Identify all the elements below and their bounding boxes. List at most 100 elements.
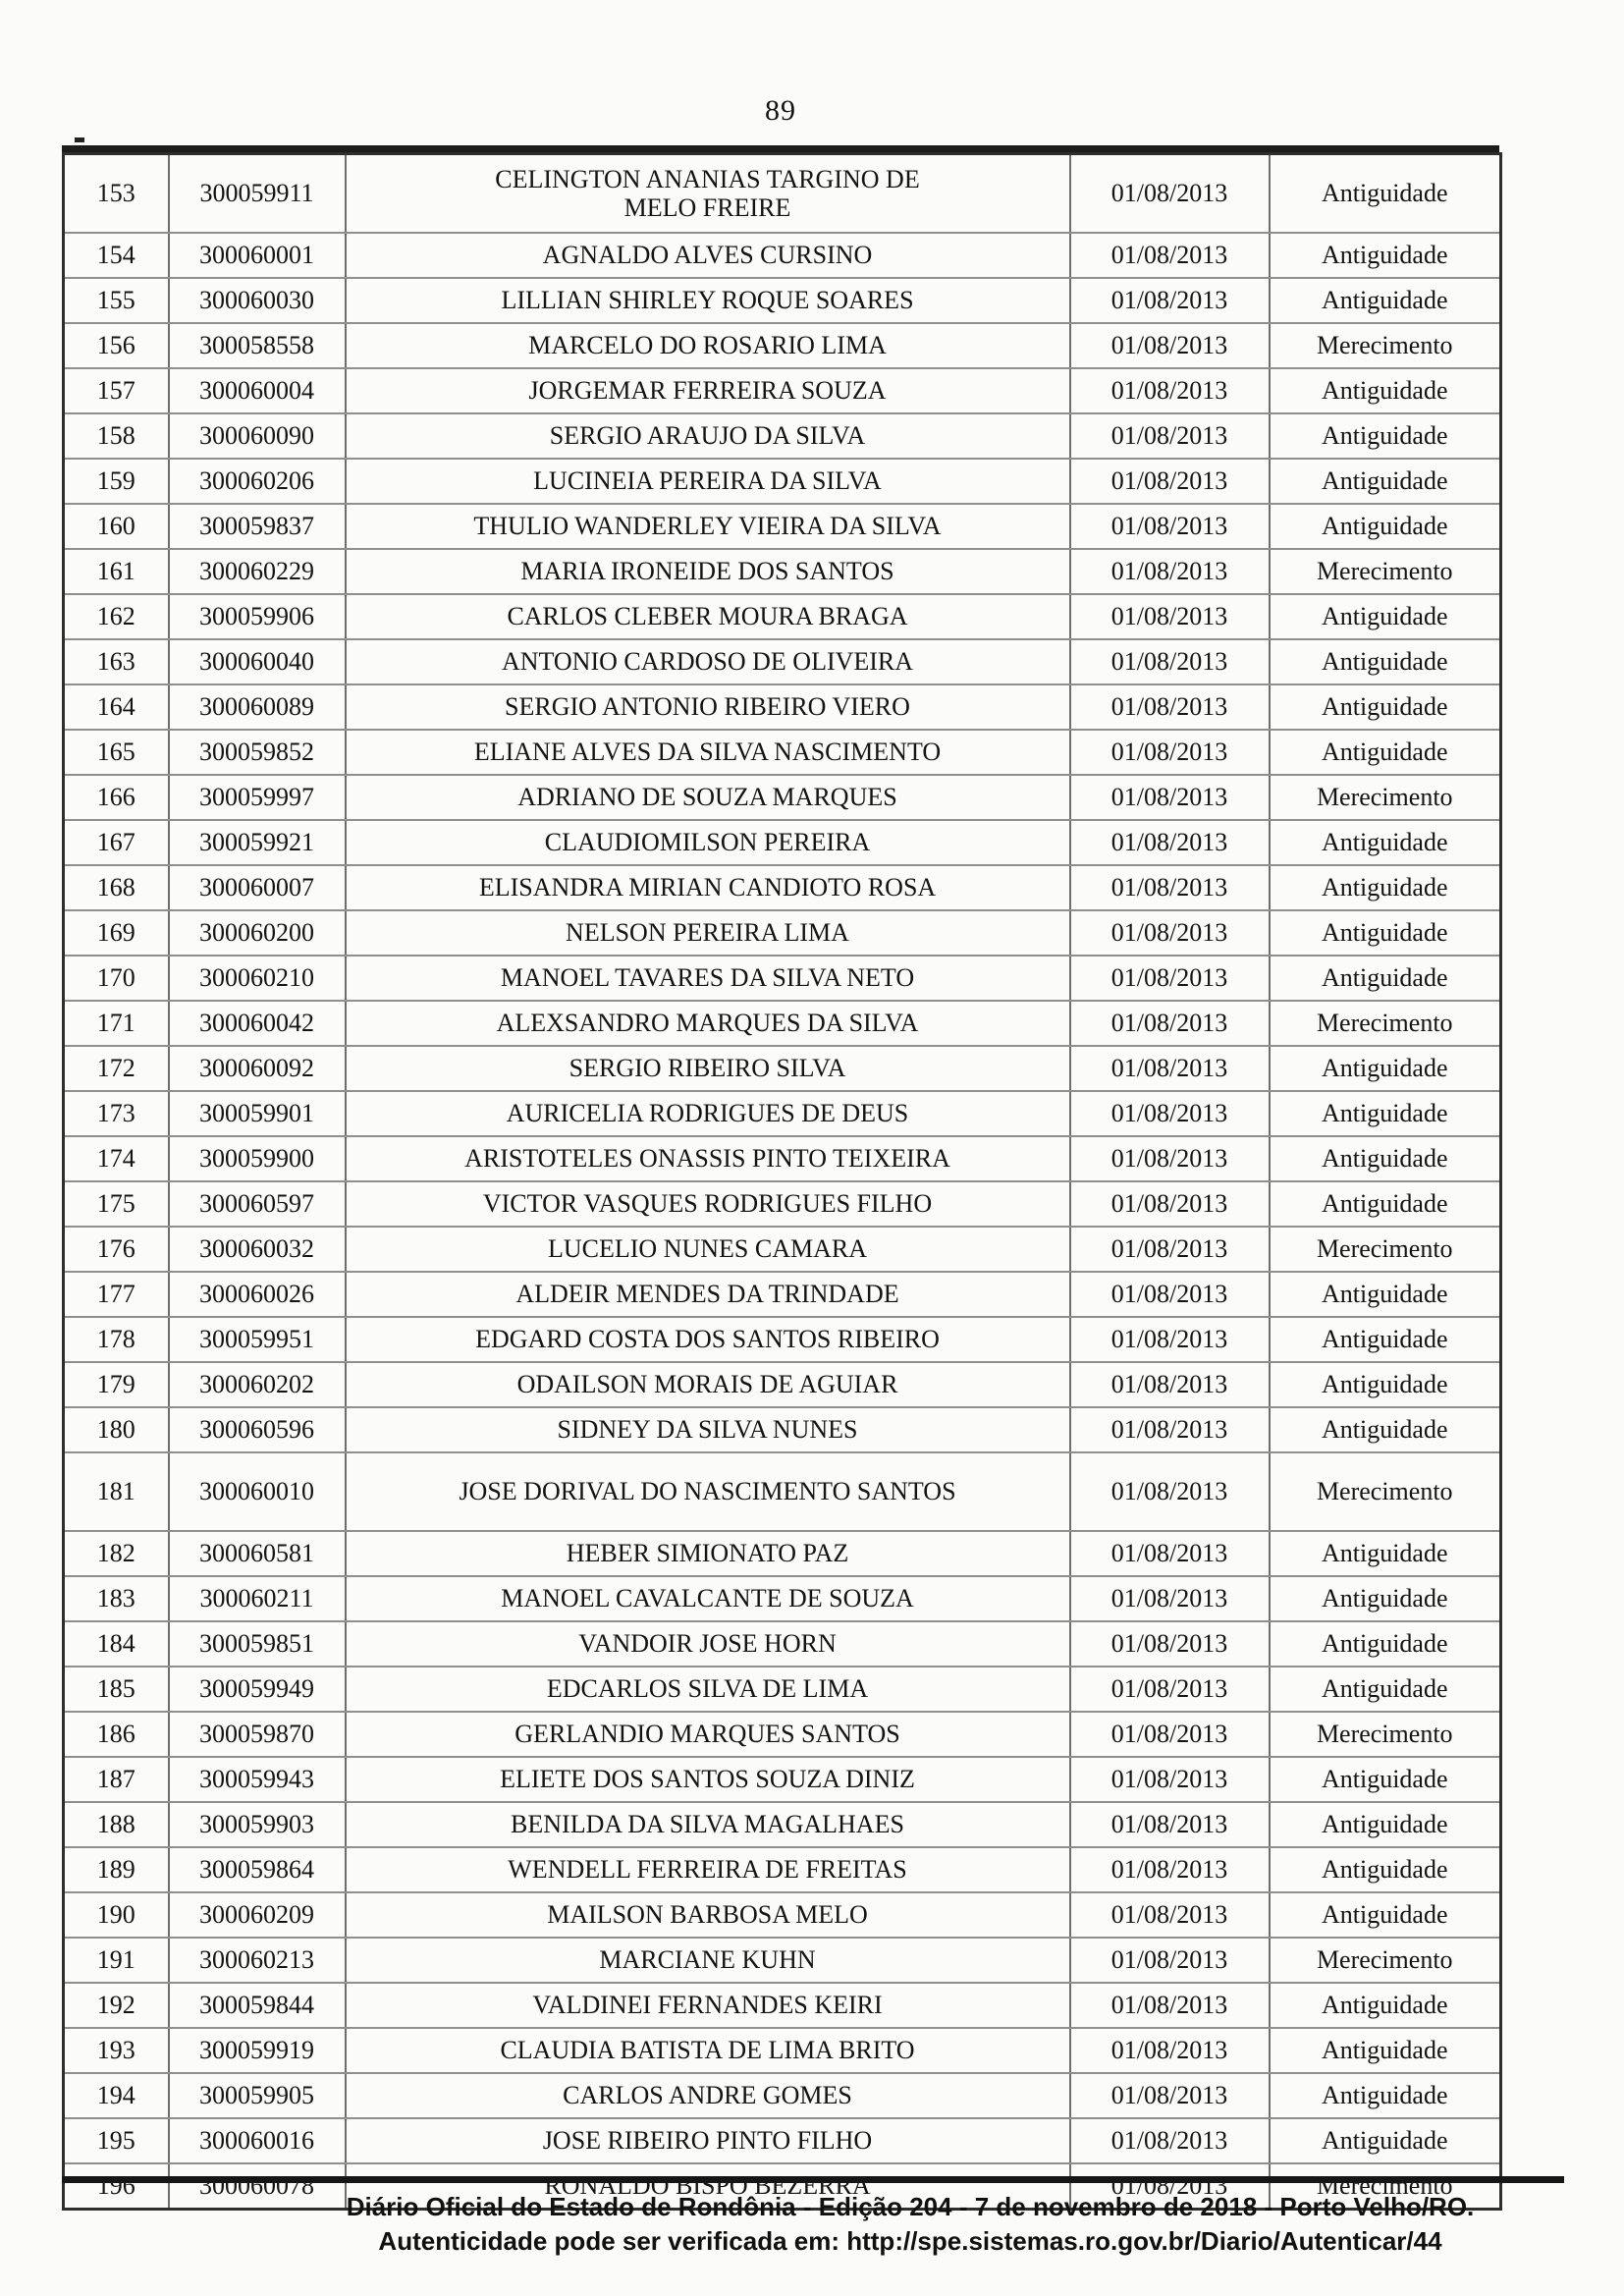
cell-date: 01/08/2013 [1068, 1361, 1271, 1408]
cell-position: 170 [62, 955, 170, 1002]
cell-position: 166 [62, 774, 170, 821]
cell-name: JOSE RIBEIRO PINTO FILHO [344, 2117, 1071, 2164]
cell-date: 01/08/2013 [1068, 503, 1271, 550]
cell-name: MANOEL CAVALCANTE DE SOUZA [344, 1575, 1071, 1622]
cell-date: 01/08/2013 [1068, 683, 1271, 731]
cell-position: 186 [62, 1711, 170, 1758]
cell-position: 190 [62, 1891, 170, 1939]
cell-criterion: Antiguidade [1268, 1135, 1502, 1182]
name-text: SIDNEY DA SILVA NUNES [557, 1415, 858, 1445]
name-text: ELIANE ALVES DA SILVA NASCIMENTO [473, 738, 942, 767]
cell-criterion: Antiguidade [1268, 1756, 1502, 1803]
name-text: ADRIANO DE SOUZA MARQUES [517, 783, 897, 812]
table-row: 155 300060030 LILLIAN SHIRLEY ROQUE SOARES… [62, 277, 1502, 324]
cell-registration: 300059900 [167, 1135, 347, 1182]
cell-position: 193 [62, 2027, 170, 2074]
cell-date: 01/08/2013 [1068, 593, 1271, 640]
cell-date: 01/08/2013 [1068, 638, 1271, 685]
footer-authenticity-line: Autenticidade pode ser verificada em: ht… [378, 2225, 1442, 2256]
cell-name: SERGIO ARAUJO DA SILVA [344, 412, 1071, 460]
table-row: 170 300060210 MANOEL TAVARES DA SILVA NETO… [62, 955, 1502, 1002]
table-row: 162 300059906 CARLOS CLEBER MOURA BRAGA 01/… [62, 593, 1502, 640]
name-text: LUCINEIA PEREIRA DA SILVA [533, 466, 882, 496]
cell-name: LUCELIO NUNES CAMARA [344, 1226, 1071, 1273]
cell-registration: 300060010 [167, 1451, 347, 1532]
cell-date: 01/08/2013 [1068, 2117, 1271, 2164]
cell-criterion: Antiguidade [1268, 152, 1502, 234]
cell-date: 01/08/2013 [1068, 1000, 1271, 1047]
cell-position: 164 [62, 683, 170, 731]
cell-registration: 300059837 [167, 503, 347, 550]
name-text: CLAUDIA BATISTA DE LIMA BRITO [500, 2036, 915, 2065]
cell-position: 159 [62, 458, 170, 505]
cell-position: 163 [62, 638, 170, 685]
name-text: CELINGTON ANANIAS TARGINO DE MELO FREIRE [495, 164, 920, 222]
cell-registration: 300060089 [167, 683, 347, 731]
cell-name: VANDOIR JOSE HORN [344, 1620, 1071, 1667]
name-text: ALDEIR MENDES DA TRINDADE [515, 1280, 899, 1309]
cell-registration: 300060001 [167, 232, 347, 279]
name-text: JOSE RIBEIRO PINTO FILHO [542, 2126, 873, 2156]
cell-date: 01/08/2013 [1068, 729, 1271, 776]
name-text: GERLANDIO MARQUES SANTOS [514, 1720, 900, 1749]
footer-edition-line: Diário Oficial do Estado de Rondônia - E… [346, 2192, 1475, 2221]
cell-date: 01/08/2013 [1068, 1937, 1271, 1984]
cell-date: 01/08/2013 [1068, 152, 1271, 234]
table-row: 171 300060042 ALEXSANDRO MARQUES DA SILVA 0… [62, 1000, 1502, 1047]
table-row: 195 300060016 JOSE RIBEIRO PINTO FILHO 01/0… [62, 2117, 1502, 2164]
name-text: ELISANDRA MIRIAN CANDIOTO ROSA [478, 873, 937, 902]
name-text: LILLIAN SHIRLEY ROQUE SOARES [501, 286, 914, 315]
table-row: 194 300059905 CARLOS ANDRE GOMES 01/08/2013… [62, 2072, 1502, 2119]
table-row: 182 300060581 HEBER SIMIONATO PAZ 01/08/201… [62, 1530, 1502, 1577]
cell-registration: 300059851 [167, 1620, 347, 1667]
cell-criterion: Merecimento [1268, 774, 1502, 821]
cell-registration: 300060202 [167, 1361, 347, 1408]
cell-name: ELIETE DOS SANTOS SOUZA DINIZ [344, 1756, 1071, 1803]
table-row: 154 300060001 AGNALDO ALVES CURSINO 01/08/2… [62, 232, 1502, 279]
cell-position: 169 [62, 909, 170, 957]
name-text: VICTOR VASQUES RODRIGUES FILHO [482, 1189, 933, 1219]
cell-registration: 300059852 [167, 729, 347, 776]
cell-criterion: Antiguidade [1268, 683, 1502, 731]
name-text: AGNALDO ALVES CURSINO [542, 241, 873, 270]
cell-registration: 300060092 [167, 1045, 347, 1092]
table-row: 180 300060596 SIDNEY DA SILVA NUNES 01/08/2… [62, 1406, 1502, 1453]
cell-criterion: Antiguidade [1268, 1846, 1502, 1893]
cell-date: 01/08/2013 [1068, 1406, 1271, 1453]
page-number: 89 [765, 94, 796, 127]
table-row: 167 300059921 CLAUDIOMILSON PEREIRA 01/08/2… [62, 819, 1502, 866]
name-text: JOSE DORIVAL DO NASCIMENTO SANTOS [459, 1477, 956, 1506]
cell-registration: 300059921 [167, 819, 347, 866]
cell-position: 155 [62, 277, 170, 324]
name-text: MAILSON BARBOSA MELO [547, 1900, 868, 1930]
cell-criterion: Antiguidade [1268, 2027, 1502, 2074]
table-row: 169 300060200 NELSON PEREIRA LIMA 01/08/201… [62, 909, 1502, 957]
cell-name: SERGIO RIBEIRO SILVA [344, 1045, 1071, 1092]
cell-name: ELISANDRA MIRIAN CANDIOTO ROSA [344, 864, 1071, 911]
cell-name: ODAILSON MORAIS DE AGUIAR [344, 1361, 1071, 1408]
cell-position: 171 [62, 1000, 170, 1047]
cell-position: 168 [62, 864, 170, 911]
cell-registration: 300059870 [167, 1711, 347, 1758]
cell-date: 01/08/2013 [1068, 232, 1271, 279]
table-row: 184 300059851 VANDOIR JOSE HORN 01/08/2013 A… [62, 1620, 1502, 1667]
cell-registration: 300060206 [167, 458, 347, 505]
name-text: MARCIANE KUHN [599, 1945, 816, 1975]
cell-date: 01/08/2013 [1068, 1135, 1271, 1182]
cell-position: 176 [62, 1226, 170, 1273]
cell-position: 191 [62, 1937, 170, 1984]
table-row: 185 300059949 EDCARLOS SILVA DE LIMA 01/08/… [62, 1666, 1502, 1713]
name-text: CLAUDIOMILSON PEREIRA [544, 828, 871, 857]
name-text: SERGIO RIBEIRO SILVA [568, 1054, 846, 1083]
cell-date: 01/08/2013 [1068, 1711, 1271, 1758]
table-row: 156 300058558 MARCELO DO ROSARIO LIMA 01/08… [62, 322, 1502, 369]
cell-criterion: Merecimento [1268, 322, 1502, 369]
cell-position: 161 [62, 548, 170, 595]
table-row: 163 300060040 ANTONIO CARDOSO DE OLIVEIRA 0… [62, 638, 1502, 685]
cell-registration: 300060229 [167, 548, 347, 595]
cell-date: 01/08/2013 [1068, 1982, 1271, 2029]
cell-criterion: Antiguidade [1268, 1316, 1502, 1363]
cell-criterion: Antiguidade [1268, 638, 1502, 685]
cell-position: 174 [62, 1135, 170, 1182]
cell-criterion: Antiguidade [1268, 1891, 1502, 1939]
